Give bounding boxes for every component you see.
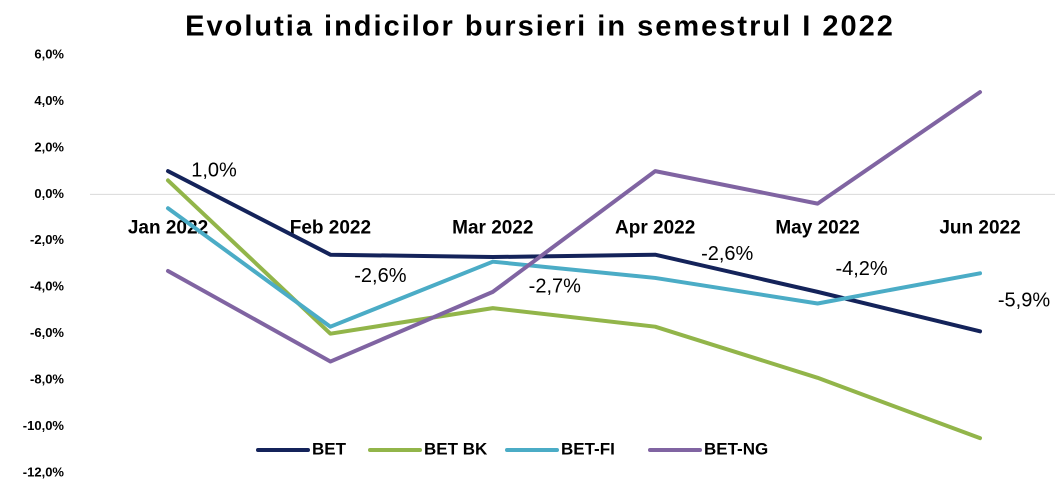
y-tick-label: -4,0% [30, 279, 64, 294]
x-tick-label: Jun 2022 [939, 217, 1020, 238]
x-tick-label: Mar 2022 [452, 217, 533, 238]
legend-label: BET-FI [561, 439, 615, 458]
series-line [166, 169, 982, 334]
y-tick-label: 0,0% [34, 186, 64, 201]
legend-label: BET [312, 439, 347, 458]
series-line [166, 206, 982, 329]
y-tick-label: -10,0% [23, 418, 65, 433]
y-tick-label: -2,0% [30, 232, 64, 247]
data-label: -2,7% [529, 275, 581, 297]
series-line [166, 90, 982, 364]
data-label: -2,6% [701, 243, 753, 265]
data-label: 1,0% [191, 159, 237, 181]
x-tick-label: May 2022 [775, 217, 860, 238]
data-label: -5,9% [998, 290, 1050, 312]
x-tick-label: Apr 2022 [615, 217, 695, 238]
chart-title: Evolutia indicilor bursieri in semestrul… [185, 11, 895, 43]
data-label: -4,2% [835, 258, 887, 280]
y-tick-label: -8,0% [30, 372, 64, 387]
x-tick-label: Feb 2022 [290, 217, 371, 238]
data-label: -2,6% [354, 265, 406, 287]
y-tick-label: 2,0% [34, 139, 64, 154]
y-tick-label: 6,0% [34, 46, 64, 61]
legend-label: BET-NG [704, 439, 768, 458]
legend-label: BET BK [424, 439, 488, 458]
y-tick-label: -6,0% [30, 325, 64, 340]
y-tick-label: -12,0% [23, 464, 65, 479]
y-tick-label: 4,0% [34, 93, 64, 108]
